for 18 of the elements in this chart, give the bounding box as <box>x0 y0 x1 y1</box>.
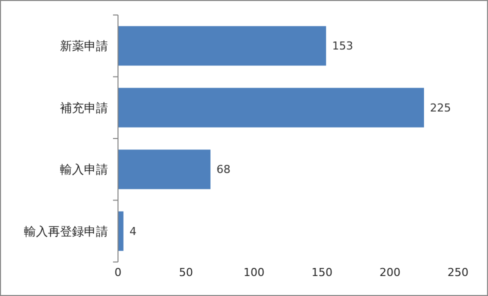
y-tick-label: 新薬申請 <box>60 39 108 54</box>
bar <box>118 150 210 190</box>
bar <box>118 26 326 66</box>
x-tick-label: 200 <box>380 266 400 279</box>
data-label: 68 <box>216 163 230 176</box>
bar <box>118 88 424 128</box>
data-label: 153 <box>332 40 354 53</box>
x-tick-label: 0 <box>114 266 122 279</box>
y-tick-label: 輸入申請 <box>60 162 108 177</box>
x-tick-label: 250 <box>448 266 468 279</box>
x-tick-label: 100 <box>244 266 264 279</box>
x-tick-label: 50 <box>179 266 193 279</box>
y-tick-label: 補充申請 <box>60 100 108 115</box>
x-tick-label: 150 <box>312 266 332 279</box>
y-tick-label: 輸入再登録申請 <box>24 224 108 238</box>
bar <box>118 211 124 251</box>
data-label: 225 <box>430 101 451 114</box>
data-label: 4 <box>129 224 136 238</box>
